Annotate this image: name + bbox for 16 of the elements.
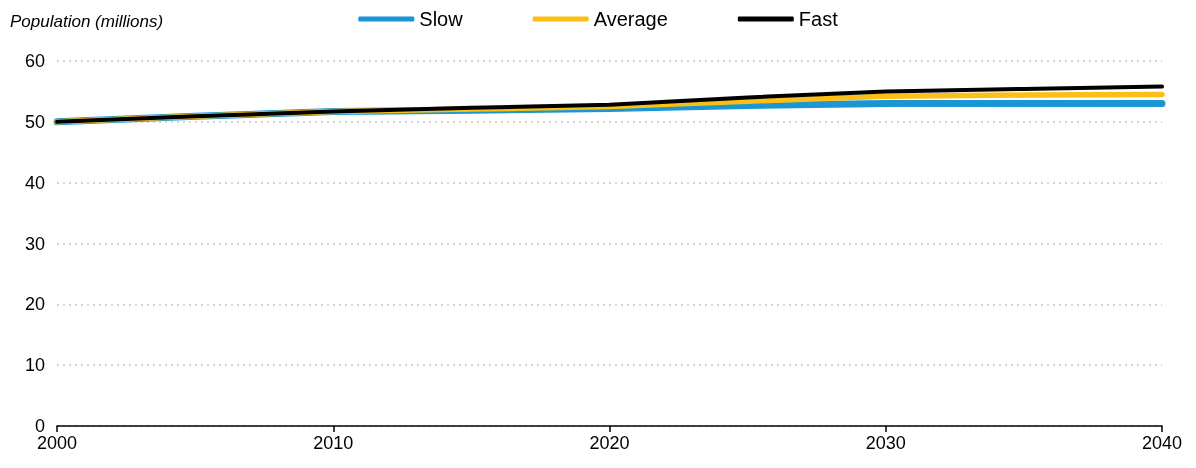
- x-tick-label: 2020: [589, 433, 630, 453]
- legend-label: Slow: [419, 8, 464, 30]
- x-tick-label: 2000: [36, 433, 78, 453]
- y-tick-label: 0: [34, 416, 45, 436]
- legend-label: Fast: [798, 8, 839, 30]
- y-tick-label: 30: [24, 233, 45, 254]
- y-tick-label: 50: [24, 111, 45, 132]
- legend-label: Average: [593, 8, 668, 30]
- y-tick-label: 10: [24, 355, 45, 376]
- y-axis-title: Population (millions): [10, 12, 164, 31]
- y-tick-label: 20: [24, 294, 45, 315]
- x-tick-label: 2030: [865, 433, 906, 453]
- x-tick-label: 2040: [1141, 433, 1183, 453]
- x-tick-label: 2010: [313, 433, 354, 453]
- y-tick-label: 60: [24, 51, 45, 71]
- y-tick-label: 40: [24, 172, 45, 193]
